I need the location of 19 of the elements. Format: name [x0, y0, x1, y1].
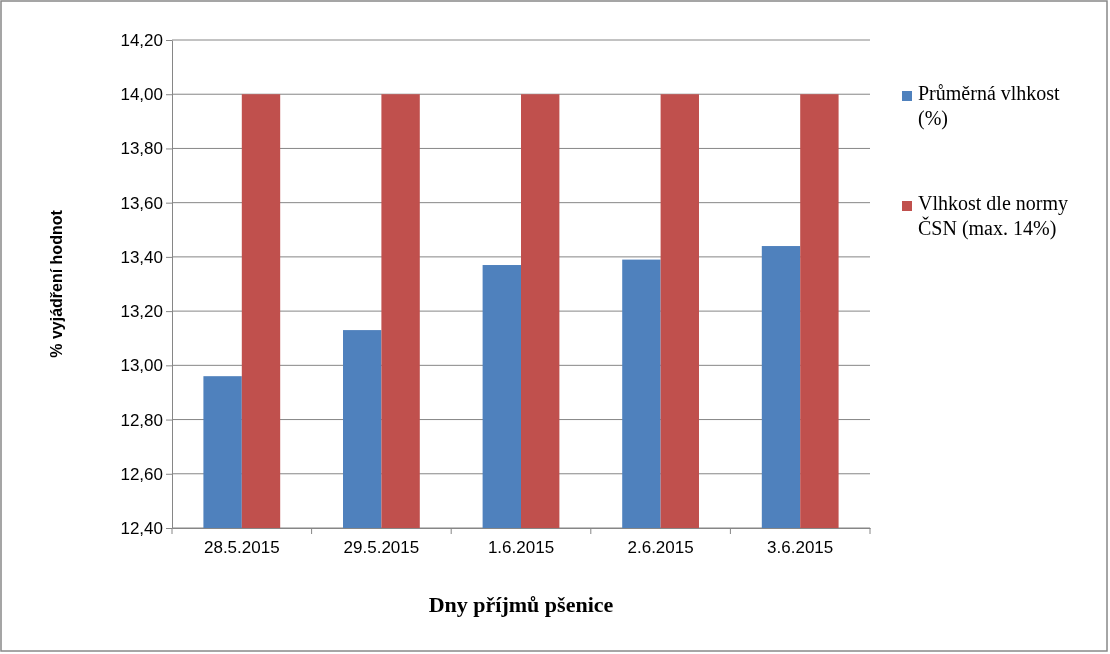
y-tick-label: 13,20 — [120, 302, 163, 322]
y-tick-label: 12,40 — [120, 518, 163, 538]
y-tick-label: 12,80 — [120, 410, 163, 430]
y-tick-label: 13,60 — [120, 193, 163, 213]
y-tick-label: 14,00 — [120, 85, 163, 105]
x-tick-label: 1.6.2015 — [487, 538, 555, 558]
y-tick-label: 13,80 — [120, 139, 163, 159]
y-tick-label: 13,40 — [120, 247, 163, 267]
x-tick-label: 29.5.2015 — [343, 538, 420, 558]
x-tick-label: 2.6.2015 — [627, 538, 694, 558]
y-tick-label: 12,60 — [120, 464, 163, 484]
x-tick-label: 3.6.2015 — [767, 538, 834, 558]
y-tick-label: 13,00 — [120, 356, 163, 376]
y-tick-label: 14,20 — [120, 30, 163, 50]
legend-label: Vlhkost dle normy ČSN (max. 14%) — [918, 192, 1068, 240]
x-axis-title: Dny příjmů pšenice — [428, 592, 614, 617]
y-axis-title: % vyjádření hodnot — [48, 209, 65, 358]
legend-label: Průměrná vlhkost (%) — [918, 82, 1061, 130]
x-tick-label: 28.5.2015 — [203, 538, 280, 558]
